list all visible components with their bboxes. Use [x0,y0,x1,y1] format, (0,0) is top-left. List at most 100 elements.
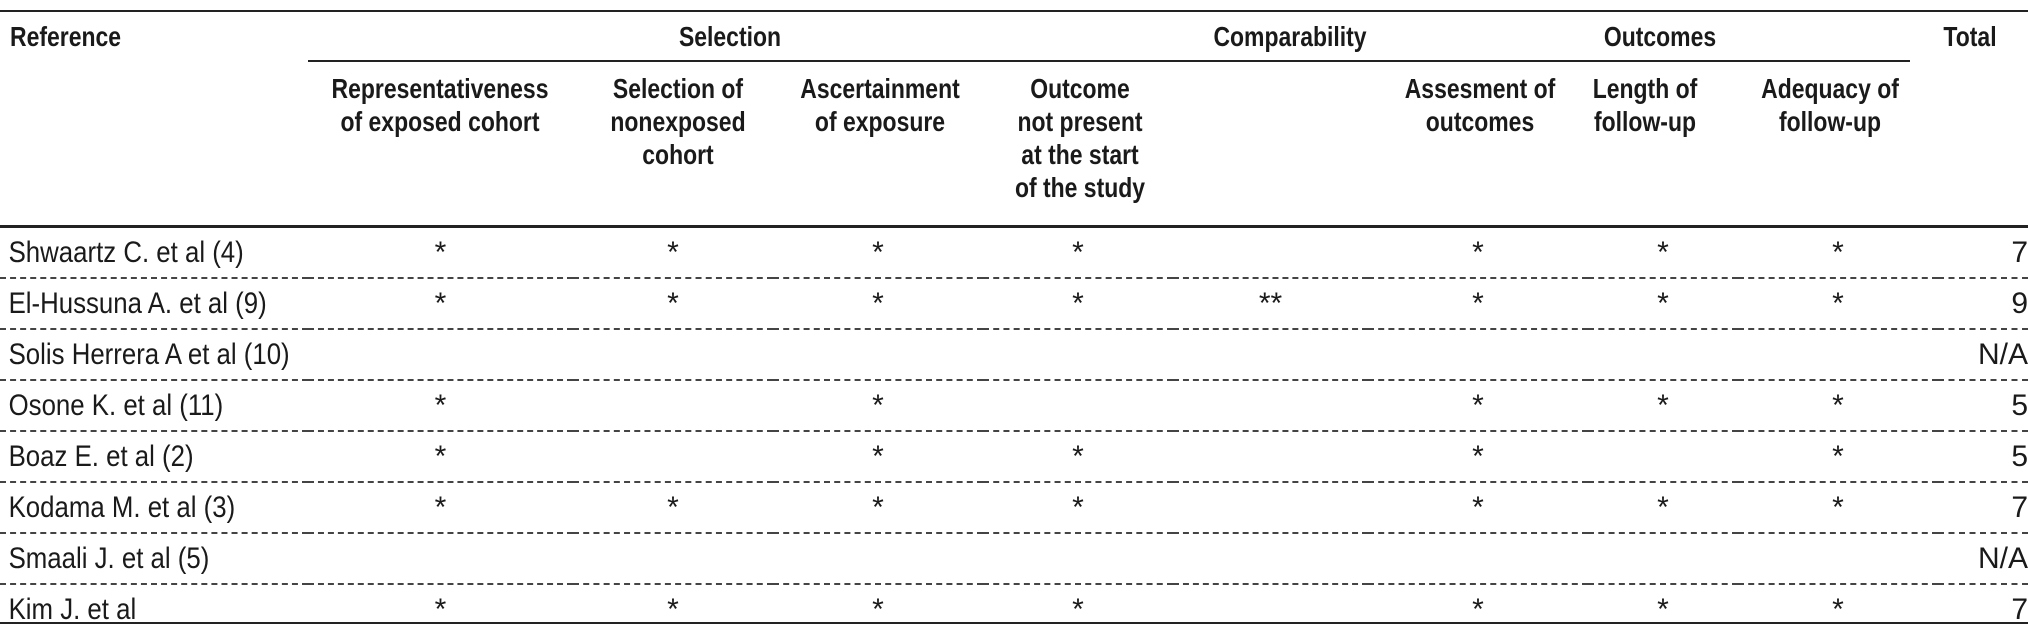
rating-cell: * [308,278,573,330]
rating-cell [1173,228,1368,279]
table-row: El-Hussuna A. et al (9) * * * * ** * * * 9 [0,278,2028,330]
rating-cell [773,329,983,381]
top-rule [0,10,2028,12]
reference-text: Smaali J. et al (5) [8,542,210,575]
rating-cell: * [773,228,983,279]
rating-cell: * [773,482,983,534]
rating-cell [983,380,1173,432]
rating-cell: * [773,431,983,483]
subheader-outcome-not-present: Outcome not present at the start of the … [1014,73,1146,203]
rating-cell: * [308,431,573,483]
rating-cell [983,533,1173,585]
subheader-assessment: Assesment of outcomes [1404,73,1556,137]
rating-cell [308,329,573,381]
rating-cell [983,329,1173,381]
rating-cell [573,533,773,585]
reference-cell: Solis Herrera A et al (10) [0,329,308,381]
rating-cell: * [434,593,447,626]
rating-cell [1588,431,1738,483]
group-header-rule [308,60,1910,62]
rating-cell [1738,329,1938,381]
rating-cell: * [1368,278,1588,330]
reference-cell: El-Hussuna A. et al (9) [0,278,308,330]
rating-cell [308,533,573,585]
total-cell: 7 [1938,228,2028,279]
reference-cell: Kodama M. et al (3) [0,482,308,534]
rating-cell: * [1832,593,1844,626]
rating-cell [573,431,773,483]
subheader-representativeness: Representativeness of exposed cohort [331,73,549,137]
table-row: Shwaartz C. et al (4) * * * * * * * 7 [0,228,2028,279]
rating-cell: ** [1173,278,1368,330]
rating-cell: * [573,482,773,534]
reference-text: Osone K. et al (11) [8,389,224,422]
rating-cell: * [1738,228,1938,279]
study-rows: Shwaartz C. et al (4) * * * * * * * 7 El-Hussuna … [0,228,2028,634]
rating-cell: * [1738,482,1938,534]
reference-cell: Osone K. et al (11) [0,380,308,432]
rating-cell [1588,533,1738,585]
subheader-nonexposed: Selection of nonexposed cohort [610,73,746,170]
reference-text: Kodama M. et al (3) [8,491,236,524]
subheader-length: Length of follow-up [1592,73,1698,137]
rating-cell: * [573,278,773,330]
rating-cell [1368,533,1588,585]
rating-cell [1173,329,1368,381]
rating-cell [1588,329,1738,381]
rating-cell: * [1738,380,1938,432]
total-cell: 9 [1938,278,2028,330]
header-rule [0,225,2028,228]
rating-cell: * [1472,593,1484,626]
rating-cell: * [667,593,679,626]
rating-cell: * [1588,228,1738,279]
total-cell: N/A [1938,533,2028,585]
rating-cell: * [1368,380,1588,432]
rating-cell [1173,482,1368,534]
rating-cell: * [983,482,1173,534]
rating-cell: * [983,431,1173,483]
rating-cell: * [1368,431,1588,483]
rating-cell [573,380,773,432]
reference-cell: Shwaartz C. et al (4) [0,228,308,279]
table-row: Kodama M. et al (3) * * * * * * * 7 [0,482,2028,534]
total-cell: 7 [2011,593,2028,626]
bottom-rule [0,622,2028,624]
rating-cell [1173,584,1368,634]
table-row: Kim J. et al * * * * * * * 7 [0,584,2028,634]
subheader-adequacy: Adequacy of follow-up [1761,73,1899,137]
reference-text: Solis Herrera A et al (10) [8,338,290,371]
rating-cell: * [308,228,573,279]
reference-cell: Smaali J. et al (5) [0,533,308,585]
rating-cell: * [1588,278,1738,330]
reference-cell: Kim J. et al [0,584,308,634]
rating-cell: * [1657,593,1669,626]
rating-cell [573,329,773,381]
rating-cell: * [1368,228,1588,279]
reference-text: Boaz E. et al (2) [8,440,194,473]
header-selection: Selection [678,21,782,52]
rating-cell: * [573,228,773,279]
reference-text: Kim J. et al [8,593,137,626]
header-outcomes: Outcomes [1603,21,1717,52]
total-cell: 5 [1938,431,2028,483]
rating-cell: * [1588,380,1738,432]
rating-cell [1738,533,1938,585]
table-row: Solis Herrera A et al (10) N/A [0,329,2028,381]
reference-text: El-Hussuna A. et al (9) [8,287,267,320]
rating-cell [773,533,983,585]
header-reference: Reference [10,21,122,52]
rating-cell: * [308,380,573,432]
rating-cell: * [1588,482,1738,534]
total-cell: 7 [1938,482,2028,534]
rating-cell: * [983,278,1173,330]
table-row: Smaali J. et al (5) N/A [0,533,2028,585]
table-row: Osone K. et al (11) * * * * * 5 [0,380,2028,432]
rating-cell: * [308,482,573,534]
rating-cell: * [872,593,884,626]
rating-cell [1173,431,1368,483]
rating-cell [1173,533,1368,585]
reference-text: Shwaartz C. et al (4) [8,236,244,269]
reference-cell: Boaz E. et al (2) [0,431,308,483]
table-row: Boaz E. et al (2) * * * * * 5 [0,431,2028,483]
